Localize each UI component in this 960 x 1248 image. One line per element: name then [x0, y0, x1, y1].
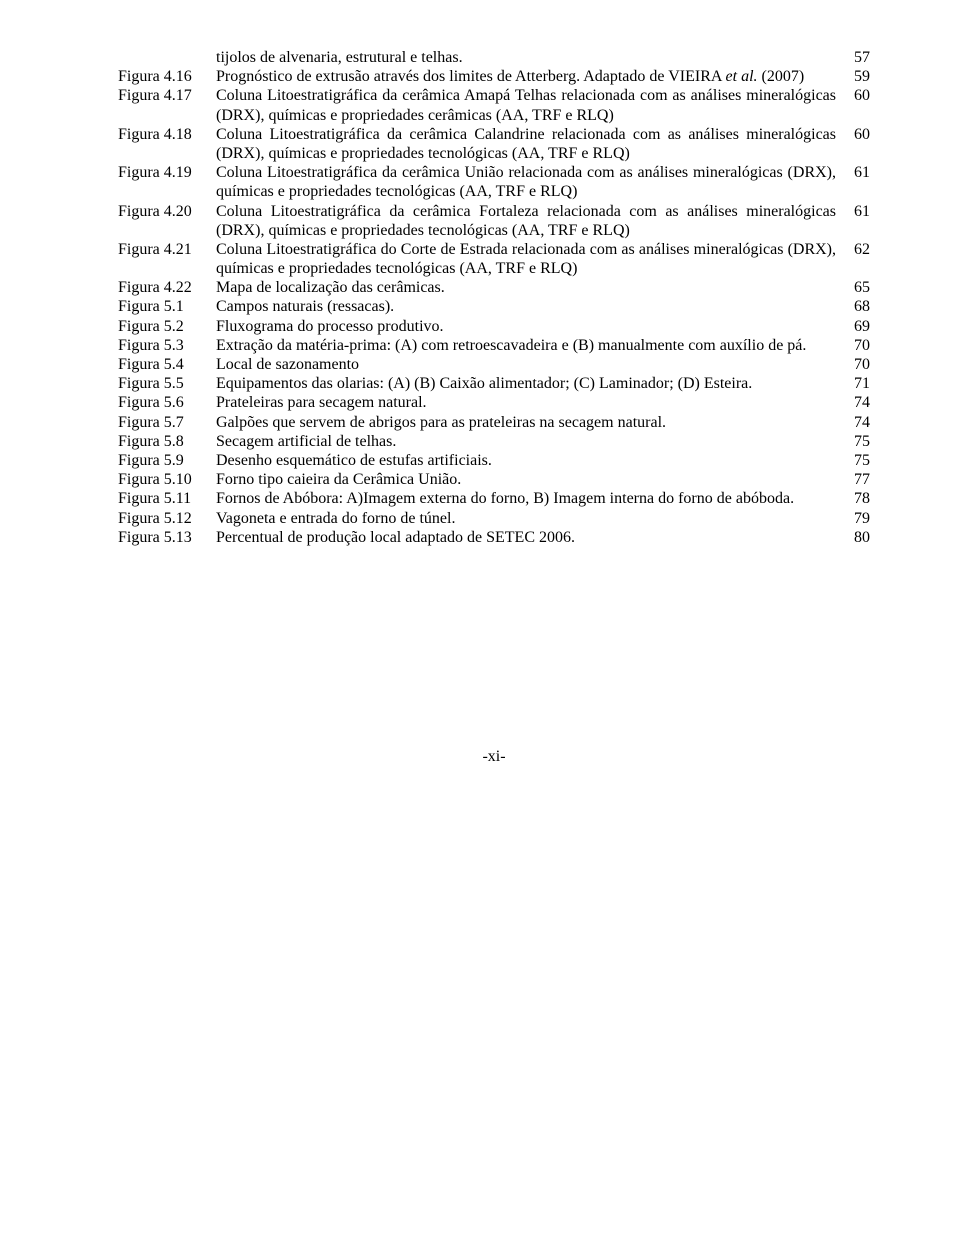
figure-description: Coluna Litoestratigráfica da cerâmica Fo…: [216, 202, 836, 240]
figure-label: Figura 5.9: [118, 451, 216, 470]
figure-label: Figura 5.10: [118, 470, 216, 489]
figure-page: 75: [836, 451, 870, 470]
figure-description: Percentual de produção local adaptado de…: [216, 528, 836, 547]
figure-entry: Figura 4.19Coluna Litoestratigráfica da …: [118, 163, 870, 201]
figure-description: Coluna Litoestratigráfica da cerâmica Un…: [216, 163, 836, 201]
figure-label: Figura 4.21: [118, 240, 216, 278]
figure-page: 74: [836, 393, 870, 412]
figure-label: Figura 4.20: [118, 202, 216, 240]
figure-description: Fornos de Abóbora: A)Imagem externa do f…: [216, 489, 836, 508]
figure-description: Coluna Litoestratigráfica da cerâmica Am…: [216, 86, 836, 124]
figure-page: 80: [836, 528, 870, 547]
figure-label: Figura 5.7: [118, 413, 216, 432]
figure-label: Figura 5.4: [118, 355, 216, 374]
figure-entry: Figura 5.13Percentual de produção local …: [118, 528, 870, 547]
list-of-figures: tijolos de alvenaria, estrutural e telha…: [118, 48, 870, 547]
figure-page: 70: [836, 355, 870, 374]
figure-description: Desenho esquemático de estufas artificia…: [216, 451, 836, 470]
figure-description: Coluna Litoestratigráfica da cerâmica Ca…: [216, 125, 836, 163]
figure-description: Equipamentos das olarias: (A) (B) Caixão…: [216, 374, 836, 393]
figure-entry: Figura 5.3Extração da matéria-prima: (A)…: [118, 336, 870, 355]
figure-label: Figura 5.13: [118, 528, 216, 547]
figure-label: Figura 5.6: [118, 393, 216, 412]
figure-label: Figura 5.11: [118, 489, 216, 508]
figure-page: 79: [836, 509, 870, 528]
figure-label: Figura 4.19: [118, 163, 216, 201]
figure-page: 69: [836, 317, 870, 336]
figure-label: Figura 5.3: [118, 336, 216, 355]
figure-entry: Figura 4.22Mapa de localização das cerâm…: [118, 278, 870, 297]
figure-entry: Figura 4.17Coluna Litoestratigráfica da …: [118, 86, 870, 124]
figure-entry: Figura 5.2Fluxograma do processo produti…: [118, 317, 870, 336]
figure-label: Figura 4.18: [118, 125, 216, 163]
figure-entry: Figura 5.12Vagoneta e entrada do forno d…: [118, 509, 870, 528]
figure-description: Local de sazonamento: [216, 355, 836, 374]
figure-page: 57: [836, 48, 870, 67]
figure-entry: Figura 5.9Desenho esquemático de estufas…: [118, 451, 870, 470]
figure-description: Secagem artificial de telhas.: [216, 432, 836, 451]
figure-description: Prognóstico de extrusão através dos limi…: [216, 67, 836, 86]
figure-entry: Figura 5.7Galpões que servem de abrigos …: [118, 413, 870, 432]
figure-label: Figura 4.22: [118, 278, 216, 297]
figure-label: Figura 4.16: [118, 67, 216, 86]
figure-description: tijolos de alvenaria, estrutural e telha…: [216, 48, 836, 67]
figure-label: Figura 5.5: [118, 374, 216, 393]
figure-description: Galpões que servem de abrigos para as pr…: [216, 413, 836, 432]
figure-description: Mapa de localização das cerâmicas.: [216, 278, 836, 297]
figure-label: Figura 5.8: [118, 432, 216, 451]
figure-label: [118, 48, 216, 67]
figure-entry: Figura 5.10Forno tipo caieira da Cerâmic…: [118, 470, 870, 489]
figure-description: Coluna Litoestratigráfica do Corte de Es…: [216, 240, 836, 278]
figure-page: 68: [836, 297, 870, 316]
figure-page: 74: [836, 413, 870, 432]
figure-entry: Figura 5.4Local de sazonamento70: [118, 355, 870, 374]
figure-label: Figura 4.17: [118, 86, 216, 124]
figure-page: 77: [836, 470, 870, 489]
figure-entry: Figura 5.8Secagem artificial de telhas.7…: [118, 432, 870, 451]
figure-page: 78: [836, 489, 870, 508]
page-footer: -xi-: [118, 547, 870, 766]
figure-entry: Figura 4.21Coluna Litoestratigráfica do …: [118, 240, 870, 278]
figure-entry: Figura 5.6Prateleiras para secagem natur…: [118, 393, 870, 412]
figure-entry: Figura 4.20Coluna Litoestratigráfica da …: [118, 202, 870, 240]
figure-page: 65: [836, 278, 870, 297]
figure-description: Vagoneta e entrada do forno de túnel.: [216, 509, 836, 528]
figure-page: 71: [836, 374, 870, 393]
figure-description: Prateleiras para secagem natural.: [216, 393, 836, 412]
figure-page: 61: [836, 163, 870, 201]
figure-label: Figura 5.12: [118, 509, 216, 528]
figure-description: Campos naturais (ressacas).: [216, 297, 836, 316]
figure-page: 59: [836, 67, 870, 86]
figure-label: Figura 5.2: [118, 317, 216, 336]
figure-entry: Figura 5.1Campos naturais (ressacas).68: [118, 297, 870, 316]
figure-page: 75: [836, 432, 870, 451]
figure-entry: tijolos de alvenaria, estrutural e telha…: [118, 48, 870, 67]
figure-description: Extração da matéria-prima: (A) com retro…: [216, 336, 836, 355]
figure-page: 62: [836, 240, 870, 278]
figure-label: Figura 5.1: [118, 297, 216, 316]
figure-entry: Figura 4.18Coluna Litoestratigráfica da …: [118, 125, 870, 163]
figure-entry: Figura 4.16Prognóstico de extrusão atrav…: [118, 67, 870, 86]
figure-page: 70: [836, 336, 870, 355]
figure-description: Forno tipo caieira da Cerâmica União.: [216, 470, 836, 489]
figure-page: 61: [836, 202, 870, 240]
figure-page: 60: [836, 86, 870, 124]
figure-entry: Figura 5.5Equipamentos das olarias: (A) …: [118, 374, 870, 393]
figures-tbody: tijolos de alvenaria, estrutural e telha…: [118, 48, 870, 547]
figure-page: 60: [836, 125, 870, 163]
figure-entry: Figura 5.11Fornos de Abóbora: A)Imagem e…: [118, 489, 870, 508]
figure-description: Fluxograma do processo produtivo.: [216, 317, 836, 336]
